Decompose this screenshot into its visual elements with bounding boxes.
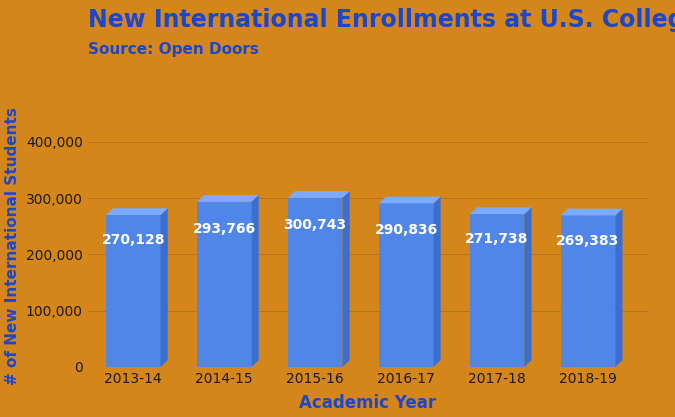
Bar [558,367,622,372]
Bar [470,214,524,367]
Bar [197,202,252,367]
Bar [561,216,615,367]
Text: 271,738: 271,738 [465,232,529,246]
Polygon shape [342,191,350,367]
Text: Source: Open Doors: Source: Open Doors [88,42,259,57]
Polygon shape [106,208,168,215]
Polygon shape [161,208,168,367]
Polygon shape [197,195,259,202]
X-axis label: Academic Year: Academic Year [299,394,437,412]
Bar [194,367,259,372]
Bar [288,198,342,367]
Text: 270,128: 270,128 [101,233,165,247]
Text: 290,836: 290,836 [375,223,437,237]
Polygon shape [379,197,441,203]
Bar [377,367,441,372]
Text: 300,743: 300,743 [284,218,347,232]
Bar [286,367,350,372]
Text: New International Enrollments at U.S. Colleges: New International Enrollments at U.S. Co… [88,8,675,33]
Polygon shape [288,191,350,198]
Text: 269,383: 269,383 [556,234,620,248]
Y-axis label: # of New International Students: # of New International Students [5,107,20,385]
Polygon shape [524,207,532,367]
Text: 293,766: 293,766 [192,221,256,236]
Bar [104,367,168,372]
Polygon shape [252,195,259,367]
Polygon shape [561,208,622,216]
Bar [106,215,161,367]
Polygon shape [433,197,441,367]
Polygon shape [470,207,532,214]
Polygon shape [615,208,622,367]
Bar [468,367,532,372]
Bar [379,203,433,367]
